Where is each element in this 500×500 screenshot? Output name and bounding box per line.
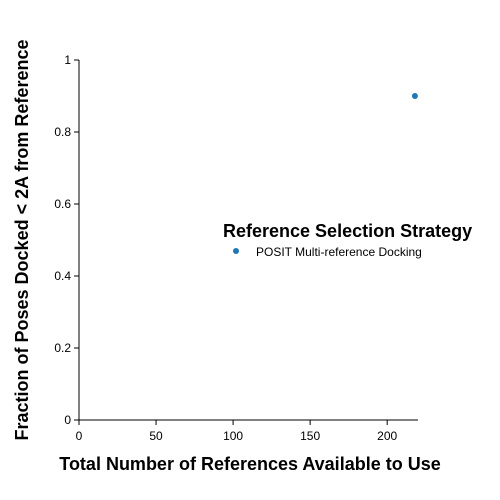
y-tick-label: 0.2 xyxy=(54,341,71,355)
x-tick-label: 150 xyxy=(300,429,320,443)
y-ticks: 0 0.2 0.4 0.6 0.8 1 xyxy=(54,53,79,427)
x-tick-label: 0 xyxy=(76,429,83,443)
legend-title: Reference Selection Strategy xyxy=(223,221,472,241)
x-tick-label: 200 xyxy=(377,429,397,443)
legend-items: POSIT Multi-reference Docking xyxy=(233,245,422,259)
x-tick-label: 100 xyxy=(223,429,243,443)
data-point xyxy=(411,93,418,99)
legend-marker xyxy=(233,248,239,254)
data-points xyxy=(411,93,418,99)
y-axis-title: Fraction of Poses Docked < 2A from Refer… xyxy=(12,40,32,441)
y-tick-label: 1 xyxy=(64,53,71,67)
y-tick-label: 0 xyxy=(64,413,71,427)
legend-label: POSIT Multi-reference Docking xyxy=(256,245,422,259)
y-tick-label: 0.6 xyxy=(54,197,71,211)
y-tick-label: 0.4 xyxy=(54,269,71,283)
x-axis-title: Total Number of References Available to … xyxy=(59,454,440,474)
legend: Reference Selection Strategy POSIT Multi… xyxy=(223,221,472,259)
y-tick-label: 0.8 xyxy=(54,125,71,139)
x-tick-label: 50 xyxy=(149,429,163,443)
x-ticks: 0 50 100 150 200 xyxy=(76,420,398,443)
